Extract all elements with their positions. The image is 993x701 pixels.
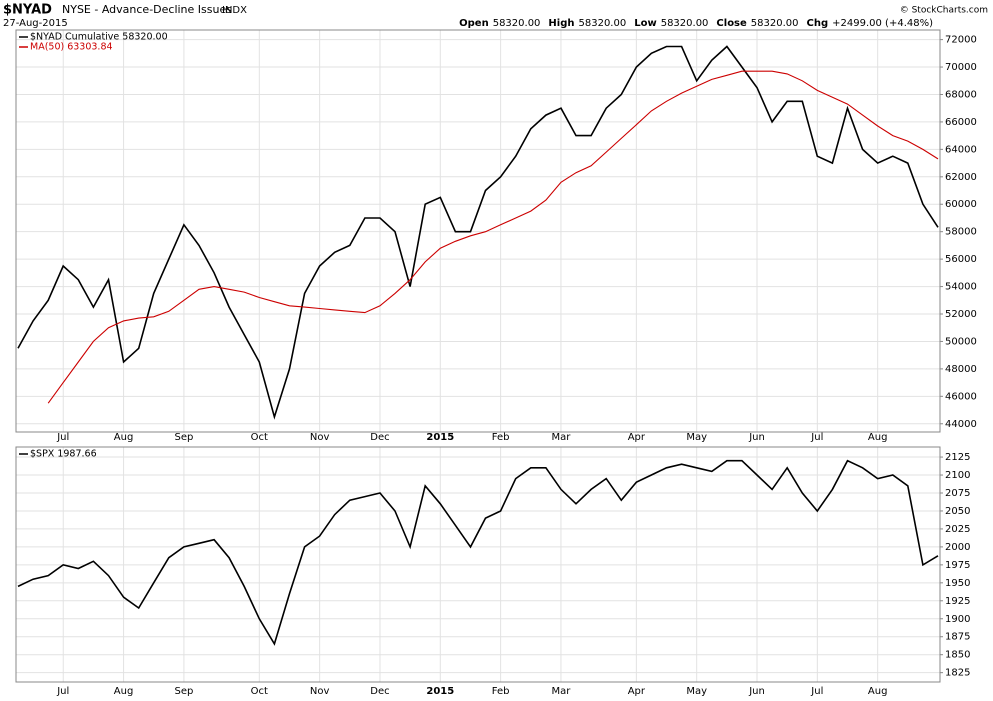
chart-subtitle: NYSE - Advance-Decline Issues: [62, 3, 232, 16]
x-tick-label: Jul: [56, 432, 69, 443]
y-tick-label: 46000: [945, 391, 977, 402]
date: 27-Aug-2015: [3, 18, 68, 29]
x-tick-label: Apr: [628, 686, 646, 697]
y-tick-label: 44000: [945, 419, 977, 430]
x-tick-label: Jul: [810, 686, 823, 697]
x-tick-label: May: [686, 686, 707, 697]
chart-title: $NYAD: [3, 3, 52, 18]
y-tick-label: 62000: [945, 172, 977, 183]
quote-label: Close: [716, 18, 747, 29]
y-tick-label: 54000: [945, 282, 977, 293]
y-tick-label: 1900: [945, 614, 970, 625]
x-tick-label: Jul: [56, 686, 69, 697]
quote-value: 58320.00: [661, 18, 709, 29]
x-tick-label: Apr: [628, 432, 646, 443]
y-tick-label: 2075: [945, 488, 970, 499]
plot-frame: [15, 446, 941, 683]
y-tick-label: 1875: [945, 632, 970, 643]
y-tick-label: 2125: [945, 452, 970, 463]
series-line: [47, 70, 939, 404]
x-tick-label: Oct: [251, 686, 268, 697]
legend-label: $NYAD Cumulative 58320.00: [30, 32, 168, 43]
y-tick-label: 48000: [945, 364, 977, 375]
y-tick-label: 1975: [945, 560, 970, 571]
y-tick-label: 66000: [945, 117, 977, 128]
y-tick-label: 2000: [945, 542, 970, 553]
plot-area: [16, 30, 940, 432]
y-tick-label: 2050: [945, 506, 970, 517]
x-tick-label: Oct: [251, 432, 268, 443]
x-tick-label: May: [686, 432, 707, 443]
quote-label: Low: [634, 18, 656, 29]
x-tick-label: 2015: [426, 432, 454, 443]
x-tick-label: Feb: [492, 686, 510, 697]
x-tick-label: Aug: [868, 432, 888, 443]
y-tick-label: 2025: [945, 524, 970, 535]
y-tick-label: 50000: [945, 336, 977, 347]
quote: +2499.00 (+4.48%)Chg 58320.00 Close 58320.0…: [459, 18, 933, 29]
x-tick-label: Sep: [174, 432, 193, 443]
quote-value: 58320.00: [579, 18, 627, 29]
x-tick-label: Aug: [868, 686, 888, 697]
y-tick-label: 1825: [945, 668, 970, 679]
y-tick-label: 1850: [945, 650, 970, 661]
quote-label: High: [548, 18, 574, 29]
y-tick-label: 60000: [945, 199, 977, 210]
quote-label: Chg: [807, 18, 829, 29]
legend-label: $SPX 1987.66: [30, 449, 97, 460]
y-tick-label: 1950: [945, 578, 970, 589]
series-line: [17, 459, 939, 646]
x-tick-label: Mar: [552, 432, 572, 443]
y-tick-label: 56000: [945, 254, 977, 265]
quote-value: +2499.00 (+4.48%): [832, 18, 933, 29]
y-tick-label: 58000: [945, 227, 977, 238]
quote-label: Open: [459, 18, 489, 29]
y-tick-label: 64000: [945, 144, 977, 155]
x-tick-label: Nov: [310, 686, 330, 697]
credit: © StockCharts.com: [900, 6, 988, 16]
x-tick-label: Feb: [492, 432, 510, 443]
exchange: INDX: [222, 5, 247, 16]
plot-frame: [15, 29, 941, 433]
x-tick-label: 2015: [426, 686, 454, 697]
y-tick-label: 52000: [945, 309, 977, 320]
series-line: [17, 45, 939, 420]
x-tick-label: Jun: [748, 432, 765, 443]
y-tick-label: 72000: [945, 35, 977, 46]
x-tick-label: Nov: [310, 432, 330, 443]
x-tick-label: Jun: [748, 686, 765, 697]
x-tick-label: Dec: [370, 432, 389, 443]
quote-value: 58320.00: [493, 18, 541, 29]
quote-value: 58320.00: [751, 18, 799, 29]
legend-label: MA(50) 63303.84: [30, 42, 113, 53]
x-tick-label: Sep: [174, 686, 193, 697]
y-tick-label: 2100: [945, 470, 970, 481]
y-tick-label: 68000: [945, 89, 977, 100]
x-tick-label: Mar: [552, 686, 572, 697]
y-tick-label: 70000: [945, 62, 977, 73]
x-tick-label: Dec: [370, 686, 389, 697]
x-tick-label: Aug: [114, 686, 134, 697]
y-tick-label: 1925: [945, 596, 970, 607]
x-tick-label: Aug: [114, 432, 134, 443]
x-tick-label: Jul: [810, 432, 823, 443]
